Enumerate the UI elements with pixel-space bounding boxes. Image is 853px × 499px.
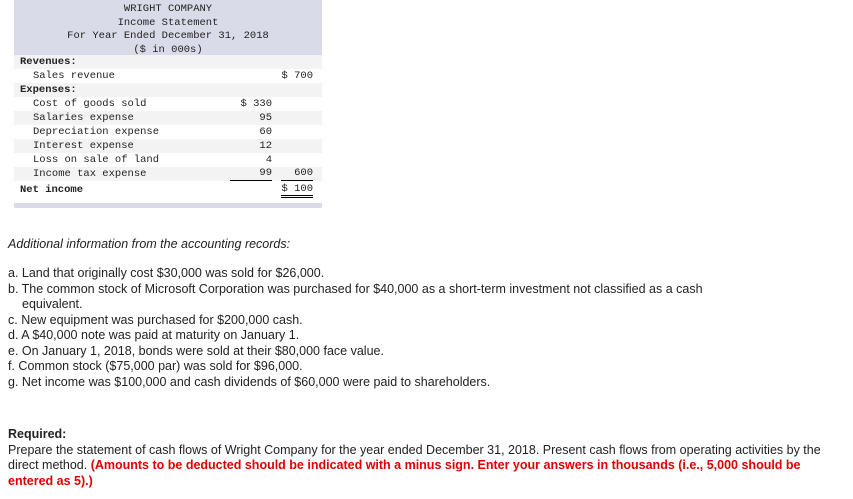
additional-heading: Additional information from the accounti… (8, 237, 291, 251)
revenues-label: Revenues: (20, 56, 77, 68)
expense-row: Cost of goods sold $ 330 (14, 97, 322, 111)
expense-row: Salaries expense 95 (14, 111, 322, 125)
sales-amount: $ 700 (281, 70, 313, 82)
expense-label: Depreciation expense (33, 126, 160, 138)
item-d: d. A $40,000 note was paid at maturity o… (8, 328, 300, 342)
item-g: g. Net income was $100,000 and cash divi… (8, 374, 491, 389)
expenses-label: Expenses: (20, 84, 77, 96)
expense-label: Income tax expense (33, 168, 147, 180)
expenses-row: Expenses: (14, 83, 322, 97)
expense-label: Interest expense (33, 140, 134, 152)
expense-amount: 99 (230, 167, 272, 181)
net-income-amount: $ 100 (281, 183, 313, 198)
total-expenses: 600 (281, 167, 313, 181)
expense-amount: $ 330 (240, 98, 272, 110)
item-b-cont: equivalent. (22, 297, 83, 311)
item-b: b. The common stock of Microsoft Corpora… (8, 281, 703, 296)
required-instruction: (Amounts to be deducted should be indica… (8, 458, 801, 488)
expense-amount: 12 (259, 140, 272, 152)
expense-row: Income tax expense 99 600 (14, 167, 322, 181)
net-income-row: Net income $ 100 (14, 181, 322, 199)
item-e: e. On January 1, 2018, bonds were sold a… (8, 343, 384, 358)
required-section: Required: Prepare the statement of cash … (8, 427, 848, 489)
revenues-row: Revenues: (14, 55, 322, 69)
statement-title: Income Statement (117, 16, 219, 29)
statement-header: WRIGHT COMPANY Income Statement For Year… (14, 0, 322, 56)
sales-row: Sales revenue $ 700 (14, 69, 322, 83)
statement-body: Revenues: Sales revenue $ 700 Expenses: C… (14, 55, 322, 199)
item-c: c. New equipment was purchased for $200,… (8, 312, 303, 327)
company-name: WRIGHT COMPANY (123, 3, 213, 15)
expense-amount: 4 (265, 154, 272, 166)
expense-label: Cost of goods sold (33, 98, 147, 110)
expense-amount: 60 (259, 126, 272, 138)
required-body: Prepare the statement of cash flows of W… (8, 442, 821, 473)
expense-label: Salaries expense (33, 112, 134, 124)
expense-label: Loss on sale of land (33, 154, 160, 166)
required-heading: Required: (8, 427, 67, 441)
net-income-label: Net income (20, 184, 84, 196)
expense-row: Loss on sale of land 4 (14, 153, 322, 167)
statement-period: For Year Ended December 31, 2018 (67, 30, 269, 42)
income-statement: WRIGHT COMPANY Income Statement For Year… (14, 0, 322, 208)
required-text: Prepare the statement of cash flows of W… (8, 443, 848, 490)
sales-label: Sales revenue (33, 70, 115, 82)
statement-footer-bar (14, 203, 322, 208)
expense-amount: 95 (259, 112, 272, 124)
item-a: a. Land that originally cost $30,000 was… (8, 266, 325, 280)
expense-row: Interest expense 12 (14, 139, 322, 153)
item-f: f. Common stock ($75,000 par) was sold f… (8, 359, 303, 373)
expense-row: Depreciation expense 60 (14, 125, 322, 139)
statement-units: ($ in 000s) (133, 43, 203, 56)
additional-list: a. Land that originally cost $30,000 was… (8, 266, 703, 390)
